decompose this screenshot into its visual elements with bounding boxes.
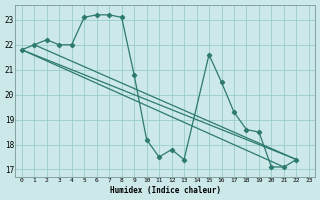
X-axis label: Humidex (Indice chaleur): Humidex (Indice chaleur) bbox=[110, 186, 221, 195]
